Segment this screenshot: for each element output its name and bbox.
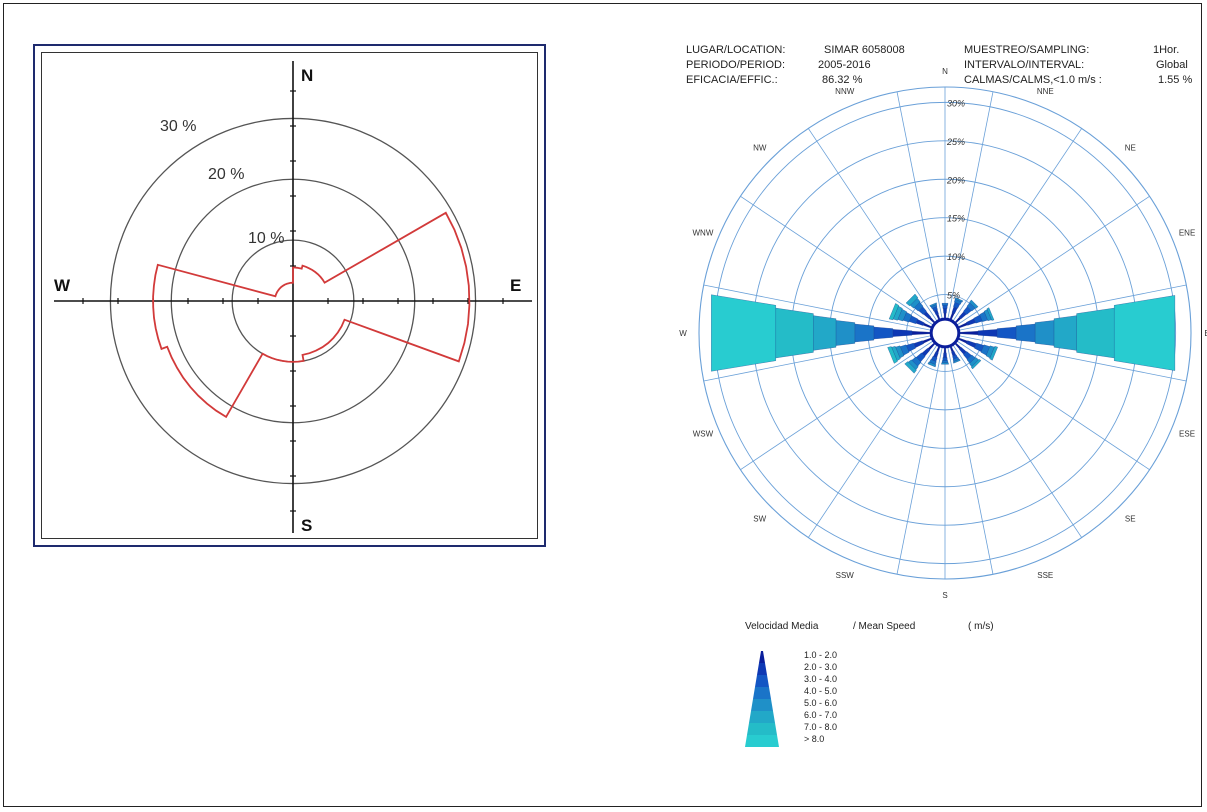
location-value: SIMAR 6058008 [824, 44, 905, 56]
period-label: PERIODO/PERIOD: [686, 59, 786, 71]
legend-title: Velocidad Media [745, 621, 819, 632]
cardinal-N: N [301, 66, 313, 85]
legend-item-7: 7.0 - 8.0 [804, 722, 838, 732]
left-polar-chart-frame: 30 % 20 % 10 % N E S W [41, 52, 538, 539]
left-polar-chart-panel: 30 % 20 % 10 % N E S W [33, 44, 546, 547]
cardinal-E: E [510, 276, 521, 295]
legend-item-5: 5.0 - 6.0 [804, 698, 838, 708]
efficacy-label: EFICACIA/EFFIC.: [686, 74, 778, 86]
interval-label: INTERVALO/INTERVAL: [964, 59, 1085, 71]
interval-value: Global [1156, 59, 1188, 71]
legend-item-6: 6.0 - 7.0 [804, 710, 838, 720]
legend-item-8: > 8.0 [804, 734, 825, 744]
sampling-value: 1Hor. [1153, 44, 1180, 56]
period-value: 2005-2016 [818, 59, 871, 71]
page-frame [3, 3, 1202, 807]
legend-item-3: 3.0 - 4.0 [804, 674, 838, 684]
left-polar-chart: 30 % 20 % 10 % N E S W [54, 61, 532, 535]
cardinal-S: S [301, 516, 312, 535]
ring-label: 20 % [208, 166, 244, 183]
cardinal-W: W [54, 276, 71, 295]
sampling-label: MUESTREO/SAMPLING: [964, 44, 1090, 56]
legend-item-1: 1.0 - 2.0 [804, 650, 838, 660]
calms-label: CALMAS/CALMS,<1.0 m/s : [964, 74, 1102, 86]
legend-item-2: 2.0 - 3.0 [804, 662, 838, 672]
frequency-series-line [152, 211, 471, 419]
legend-item-4: 4.0 - 5.0 [804, 686, 838, 696]
efficacy-value: 86.32 % [822, 74, 863, 86]
ring-label: 10 % [248, 230, 284, 247]
location-label: LUGAR/LOCATION: [686, 44, 786, 56]
ring-label: 30 % [160, 118, 196, 135]
calms-value: 1.55 % [1158, 74, 1193, 86]
legend-title-en: / Mean Speed [853, 621, 916, 632]
legend-unit: ( m/s) [968, 621, 994, 632]
